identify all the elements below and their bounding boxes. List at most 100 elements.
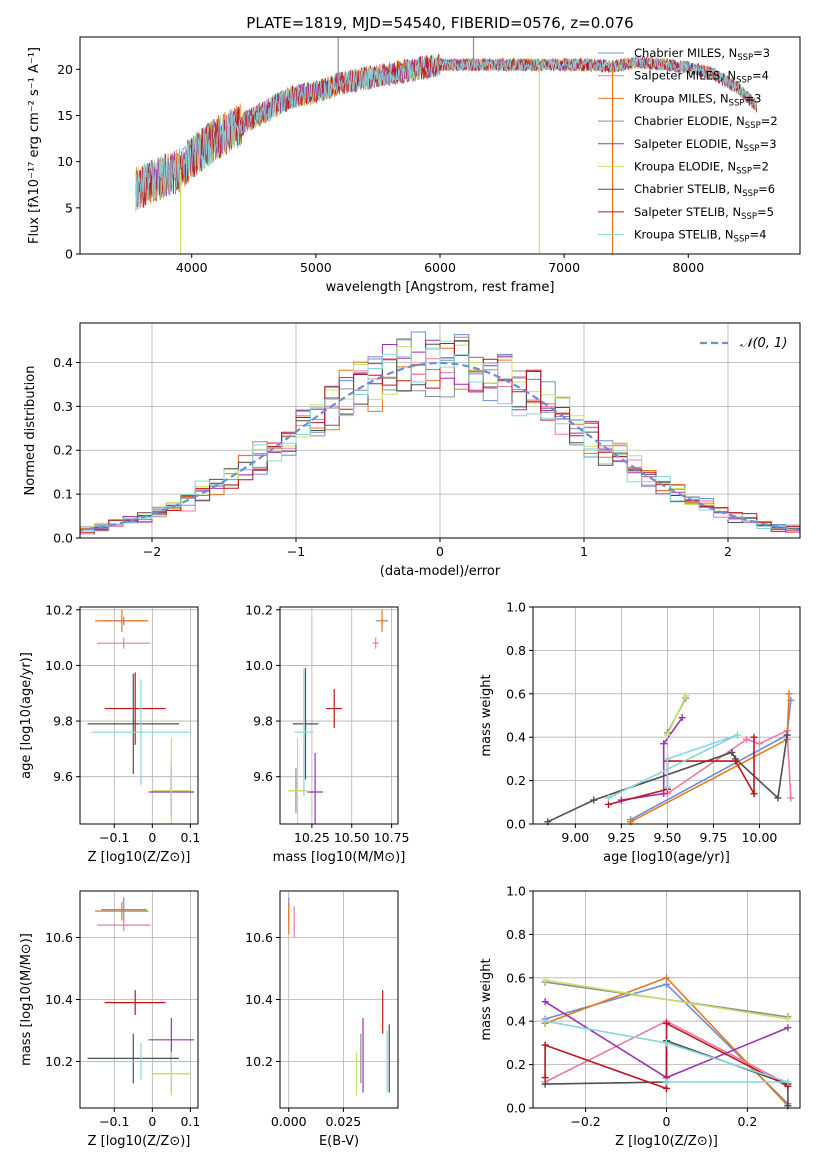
y-axis-label: Flux [fλ10⁻¹⁷ erg cm⁻² s⁻¹ A⁻¹] — [27, 47, 42, 244]
plot-frame — [79, 890, 199, 1109]
age-vs-mass-panel: 10.25 10.50 10.75 9.6 9.8 10.0 10.2 mass [log10… — [245, 602, 409, 865]
x-tick-label: 10.25 — [294, 830, 330, 845]
y-tick-label: 0.8 — [506, 927, 526, 942]
legend-n: =2 — [761, 114, 778, 128]
x-tick-label: 8000 — [672, 260, 704, 275]
y-tick-label: 15 — [57, 108, 73, 123]
y-tick-label: 10.2 — [45, 602, 73, 617]
x-tick-label: 0.1 — [180, 830, 200, 845]
y-tick-label: 10.2 — [245, 602, 273, 617]
mass-vs-reddening-panel: 0.000 0.025 10.2 10.4 10.6 E(B-V) — [245, 890, 399, 1149]
mass-vs-metallicity-panel: −0.1 0 0.1 10.2 10.4 10.6 Z [log10(Z/Z⊙)] mass … — [19, 890, 200, 1149]
x-tick-label: 10.50 — [334, 830, 370, 845]
legend-label: Salpeter MILES, NSSP=4 — [634, 69, 769, 86]
plot-frame — [79, 322, 801, 539]
x-tick-label: 6000 — [424, 260, 456, 275]
y-tick-label: 0.0 — [53, 531, 73, 546]
legend-model: Chabrier MILES, N — [634, 46, 737, 60]
x-tick-label: 2 — [724, 544, 732, 559]
legend-label: Salpeter ELODIE, NSSP=3 — [634, 137, 777, 154]
legend-model: Chabrier ELODIE, N — [634, 114, 745, 128]
y-tick-label: 0.4 — [506, 730, 526, 745]
x-axis-label: Z [log10(Z/Z⊙)] — [615, 1134, 718, 1149]
y-tick-label: 0.2 — [506, 1057, 526, 1072]
y-tick-label: 10.2 — [245, 1054, 273, 1069]
y-tick-label: 10.0 — [245, 658, 273, 673]
residuals-panel: −2 −1 0 1 2 0.0 0.1 0.2 0.3 0.4 (data-model)/error… — [23, 322, 801, 579]
weight-series-line — [544, 1020, 789, 1083]
x-tick-label: 0.000 — [271, 1114, 307, 1129]
legend-label: Kroupa ELODIE, NSSP=2 — [634, 160, 769, 177]
y-tick-label: 10.4 — [245, 992, 273, 1007]
weight-point — [604, 800, 612, 808]
legend-sub: SSP — [744, 144, 760, 154]
y-tick-label: 0.3 — [53, 399, 73, 414]
weight-series-line — [547, 734, 788, 823]
weight-point — [784, 1015, 792, 1023]
legend-label: Kroupa STELIB, NSSP=4 — [634, 228, 766, 245]
x-axis-label: (data-model)/error — [380, 564, 501, 579]
legend-model: Kroupa ELODIE, N — [634, 160, 736, 174]
weight-point — [784, 1024, 792, 1032]
weight-point — [663, 1019, 670, 1027]
legend-model: Salpeter ELODIE, N — [634, 137, 744, 151]
weight-point — [541, 1080, 549, 1088]
legend-n: =3 — [760, 137, 777, 151]
y-tick-label: 9.8 — [53, 714, 73, 729]
residual-histogram — [80, 347, 800, 532]
x-tick-label: 0.025 — [325, 1114, 361, 1129]
weight-point — [541, 1041, 549, 1049]
normal-curve — [80, 361, 800, 532]
y-axis-label: mass weight — [479, 674, 494, 756]
y-tick-label: 20 — [57, 62, 73, 77]
x-axis-label: E(B-V) — [319, 1134, 359, 1149]
y-tick-label: 10.2 — [45, 1054, 73, 1069]
legend-sub: SSP — [745, 121, 761, 131]
weight-point — [783, 731, 791, 739]
legend-sub: SSP — [742, 189, 758, 199]
weight-series-line — [608, 737, 755, 806]
y-tick-label: 1.0 — [506, 600, 526, 615]
legend-model: Salpeter MILES, N — [634, 69, 736, 83]
weight-point — [663, 1039, 670, 1047]
weight-series-line — [666, 729, 792, 799]
weight-point — [728, 748, 736, 756]
weight-point — [663, 1078, 670, 1086]
plot-frame — [532, 606, 801, 825]
figure-title: PLATE=1819, MJD=54540, FIBERID=0576, z=0… — [246, 14, 633, 32]
y-axis-label: age [log10(age/yr)] — [19, 652, 34, 779]
plot-frame — [79, 606, 199, 825]
weight-point — [755, 740, 763, 748]
weight-point — [541, 1017, 549, 1025]
x-tick-label: −0.1 — [99, 1114, 129, 1129]
weight-point — [678, 714, 686, 722]
weight-point — [663, 974, 670, 982]
x-tick-label: 9.75 — [700, 830, 728, 845]
y-tick-label: 10.4 — [45, 992, 73, 1007]
y-tick-label: 10.6 — [245, 930, 273, 945]
weight-point — [541, 976, 549, 984]
weight-point — [660, 790, 668, 798]
weight-point — [590, 796, 598, 804]
x-tick-label: −1 — [287, 544, 305, 559]
x-tick-label: 9.00 — [561, 830, 589, 845]
weight-point — [750, 790, 758, 798]
weight-point — [785, 690, 793, 698]
x-tick-label: 0 — [148, 1114, 156, 1129]
weight-point — [743, 735, 751, 743]
x-tick-label: 10.00 — [742, 830, 778, 845]
x-tick-label: 4000 — [176, 260, 208, 275]
legend-sub: SSP — [729, 98, 745, 108]
legend-n: =3 — [744, 91, 761, 105]
legend-label: Chabrier ELODIE, NSSP=2 — [634, 114, 778, 131]
legend-model: Salpeter STELIB, N — [634, 205, 741, 219]
y-tick-label: 10.6 — [45, 930, 73, 945]
y-tick-label: 9.6 — [253, 769, 273, 784]
x-tick-label: −2 — [143, 544, 161, 559]
x-tick-label: 0 — [436, 544, 444, 559]
y-tick-label: 0.6 — [506, 686, 526, 701]
x-axis-label: Z [log10(Z/Z⊙)] — [88, 1134, 191, 1149]
y-tick-label: 0.0 — [506, 1101, 526, 1116]
weight-series-line — [621, 717, 683, 801]
